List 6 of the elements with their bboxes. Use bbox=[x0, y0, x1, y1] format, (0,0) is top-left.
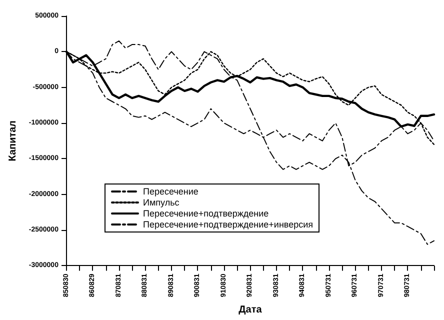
legend-label: Пересечение+подтверждение bbox=[143, 208, 269, 218]
y-axis-title: Капитал bbox=[8, 120, 18, 162]
x-axis-title: Дата bbox=[238, 304, 262, 316]
legend-label: Импульс bbox=[143, 198, 180, 208]
legend-label: Пересечение+подтверждение+инверсия bbox=[143, 220, 314, 230]
legend-label: Пересечение bbox=[143, 186, 198, 196]
